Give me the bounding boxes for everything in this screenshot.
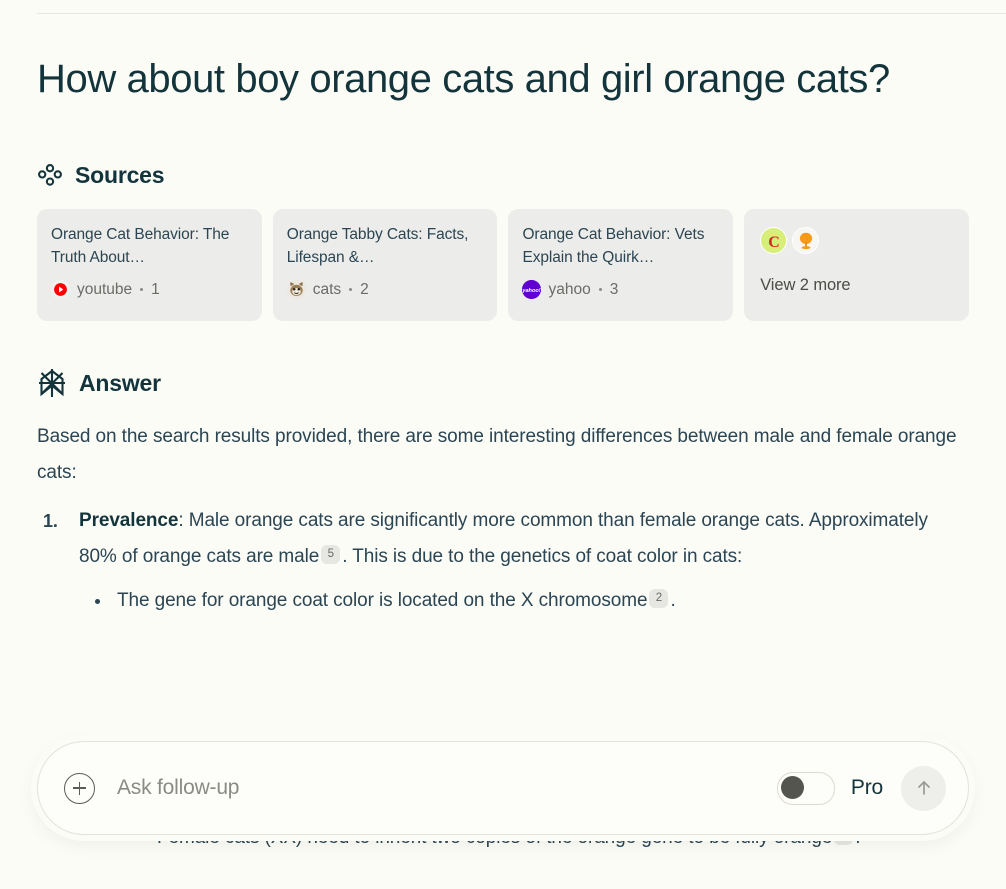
source-meta: youtube 1 [51,280,248,299]
pro-toggle-knob [780,775,804,799]
answer-item-term: Prevalence [79,510,179,531]
source-card[interactable]: Orange Tabby Cats: Facts, Lifespan &… [272,209,498,321]
followup-input[interactable] [115,775,777,801]
source-index: 1 [151,280,160,298]
view-more-label: View 2 more [760,276,851,294]
source-card[interactable]: Orange Cat Behavior: The Truth About… yo… [37,209,262,321]
pro-label: Pro [850,776,883,799]
arrow-up-icon [917,781,930,795]
source-title: Orange Cat Behavior: The Truth About… [51,226,230,266]
sources-heading: Sources [75,162,165,188]
source-title: Orange Tabby Cats: Facts, Lifespan &… [286,226,469,266]
source-site: youtube [77,280,133,298]
source-site: cats [312,280,342,298]
source-meta: cats 2 [286,280,484,299]
top-divider [37,13,1006,14]
meta-dot [140,288,144,291]
answer-sub-list: The gene for orange coat color is locate… [79,583,969,619]
answer-ordered-list: Prevalence: Male orange cats are signifi… [37,503,969,619]
cat-face-icon [286,280,306,299]
more-avatars: C [760,227,955,254]
answer-intro: Based on the search results provided, th… [37,426,957,483]
plus-circle-icon[interactable] [64,772,95,804]
source-index: 3 [609,280,619,298]
svg-text:C: C [768,234,780,251]
citation-badge[interactable]: 2 [649,589,669,608]
source-card[interactable]: Orange Cat Behavior: Vets Explain the Qu… [508,209,734,321]
sources-list: Orange Cat Behavior: The Truth About… yo… [37,209,969,321]
svg-text:yahoo!: yahoo! [522,288,541,294]
answer-section-header: Answer [37,367,969,399]
followup-bar-container: Pro [37,741,969,835]
answer-body: Based on the search results provided, th… [37,419,969,619]
sources-dots-icon [37,163,63,189]
meta-dot [598,288,602,291]
page-content: How about boy orange cats and girl orang… [0,0,1006,619]
answer-list-item: Prevalence: Male orange cats are signifi… [43,503,969,619]
answer-item-text-after: . This is due to the genetics of coat co… [342,546,743,567]
citation-badge[interactable]: 5 [321,545,341,564]
source-title: Orange Cat Behavior: Vets Explain the Qu… [522,226,705,266]
sub-item-text-after: . [855,827,861,848]
pro-toggle[interactable] [776,771,835,805]
followup-bar[interactable]: Pro [37,741,969,835]
sub-item-text-before: The gene for orange coat color is locate… [117,590,648,611]
answer-item-text-before: : Male orange cats are significantly mor… [79,510,928,567]
view-more-sources-card[interactable]: C View 2 more [744,209,969,321]
page-title: How about boy orange cats and girl orang… [37,57,890,101]
sub-item-text-after: . [670,590,676,611]
submit-button[interactable] [901,765,946,811]
orange-lamp-icon [792,227,820,254]
source-index: 2 [360,280,369,298]
perplexity-logo-icon [37,367,67,399]
answer-sub-item: The gene for orange coat color is locate… [95,583,969,619]
answer-page: How about boy orange cats and girl orang… [0,0,1006,619]
meta-dot [349,288,353,291]
youtube-icon [51,280,70,299]
letter-c-icon: C [760,227,788,254]
source-meta: yahoo! yahoo 3 [522,280,719,299]
answer-heading: Answer [79,369,161,396]
yahoo-icon: yahoo! [522,280,542,299]
source-site: yahoo [548,280,591,298]
sources-section-header: Sources [37,162,969,189]
